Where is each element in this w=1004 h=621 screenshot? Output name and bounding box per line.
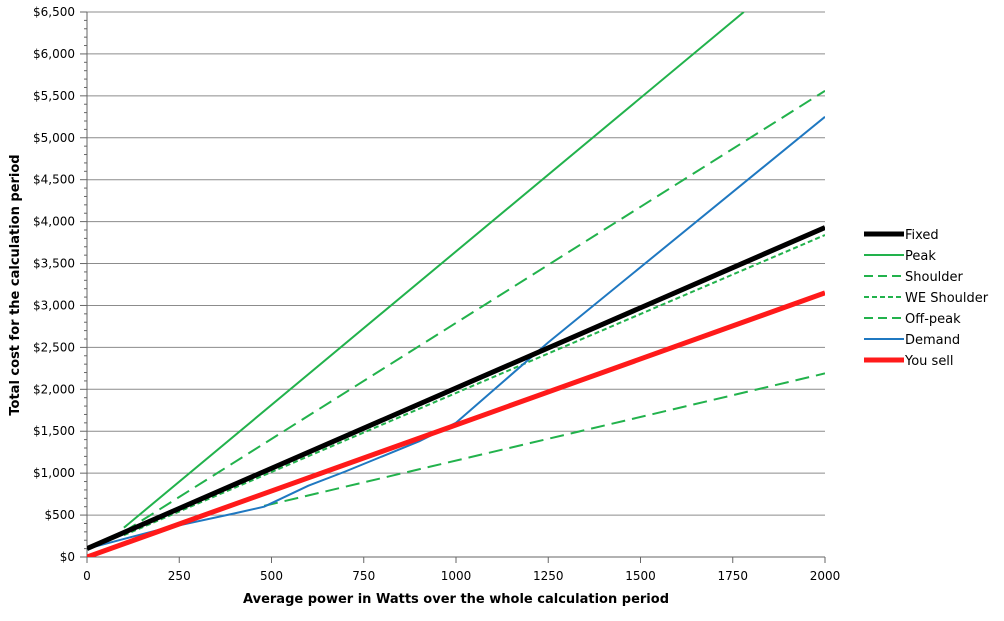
x-tick-label: 1500 xyxy=(625,569,656,583)
x-tick-label: 1250 xyxy=(533,569,564,583)
legend: Fixed Peak Shoulder WE Shoulder Off-peak Dema… xyxy=(864,228,989,369)
y-tick-label: $4,000 xyxy=(33,215,75,229)
x-tick-label: 2000 xyxy=(810,569,841,583)
x-tick-label: 250 xyxy=(168,569,191,583)
x-tick-label: 500 xyxy=(260,569,283,583)
y-tick-label: $6,500 xyxy=(33,5,75,19)
axes xyxy=(86,12,825,558)
y-axis-tick-labels: $0 $500 $1,000 $1,500 $2,000 $2,500 $3,000 $3,5… xyxy=(33,5,75,564)
y-tick-label: $3,000 xyxy=(33,298,75,312)
x-tick-label: 750 xyxy=(352,569,375,583)
y-tick-label: $5,000 xyxy=(33,131,75,145)
y-tick-label: $0 xyxy=(60,550,75,564)
y-tick-label: $1,500 xyxy=(33,424,75,438)
y-tick-label: $2,500 xyxy=(33,340,75,354)
x-axis-tick-labels: 0 250 500 750 1000 1250 1500 1750 2000 xyxy=(83,557,840,583)
series-line-we-shoulder xyxy=(123,234,825,537)
legend-label: Peak xyxy=(905,249,936,264)
x-tick-label: 1000 xyxy=(441,569,472,583)
series-line-demand xyxy=(87,116,825,550)
y-tick-label: $1,000 xyxy=(33,466,75,480)
y-tick-label: $500 xyxy=(44,508,75,522)
legend-label: Shoulder xyxy=(905,270,964,285)
series-line-fixed xyxy=(87,225,825,551)
series-line-off-peak xyxy=(263,372,825,507)
y-axis-title: Total cost for the calculation period xyxy=(8,154,23,415)
x-axis-title: Average power in Watts over the whole ca… xyxy=(243,592,669,607)
legend-label: You sell xyxy=(904,354,954,369)
series-line-shoulder xyxy=(123,89,825,533)
y-tick-label: $4,500 xyxy=(33,173,75,187)
series-lines xyxy=(87,12,825,557)
x-tick-label: 0 xyxy=(83,569,91,583)
legend-label: Fixed xyxy=(905,228,939,243)
y-tick-label: $3,500 xyxy=(33,257,75,271)
gridlines xyxy=(80,11,825,558)
series-line-peak xyxy=(123,12,745,529)
x-tick-label: 1750 xyxy=(717,569,748,583)
legend-label: Demand xyxy=(905,333,960,348)
y-tick-label: $5,500 xyxy=(33,89,75,103)
y-tick-label: $2,000 xyxy=(33,382,75,396)
legend-label: WE Shoulder xyxy=(905,291,989,306)
y-tick-label: $6,000 xyxy=(33,47,75,61)
legend-label: Off-peak xyxy=(905,312,961,327)
series-line-you-sell xyxy=(87,290,825,557)
